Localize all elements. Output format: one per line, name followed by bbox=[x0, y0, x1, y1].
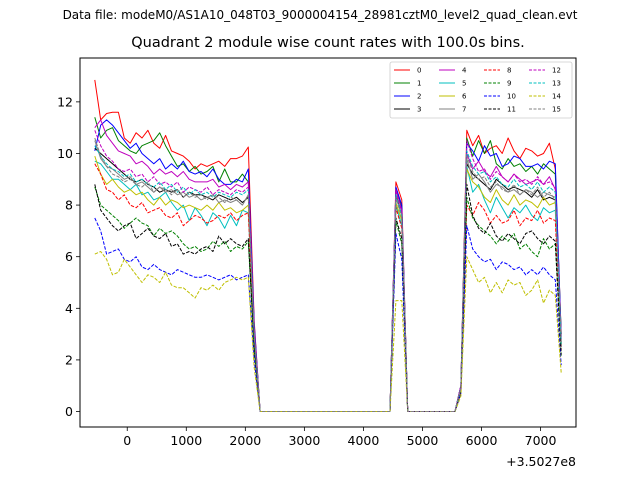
series-line-2 bbox=[94, 119, 562, 412]
chart-title: Quadrant 2 module wise count rates with … bbox=[131, 35, 525, 51]
axes-frame bbox=[79, 57, 577, 428]
plot-lines bbox=[94, 79, 562, 412]
series-line-6 bbox=[94, 155, 562, 412]
series-line-10 bbox=[94, 217, 562, 412]
series-line-12 bbox=[94, 130, 562, 412]
y-tick-label: 0 bbox=[65, 404, 73, 419]
legend-label-8: 8 bbox=[507, 67, 511, 75]
y-tick-label: 12 bbox=[57, 94, 73, 109]
y-tick-label: 2 bbox=[65, 352, 73, 367]
legend-label-0: 0 bbox=[417, 67, 421, 75]
x-tick-label: 5000 bbox=[407, 433, 439, 448]
legend-label-9: 9 bbox=[507, 80, 511, 88]
series-line-13 bbox=[94, 145, 562, 412]
series-line-9 bbox=[94, 186, 562, 412]
legend-label-5: 5 bbox=[462, 80, 466, 88]
legend-box bbox=[389, 61, 573, 119]
legend-label-12: 12 bbox=[552, 67, 561, 75]
series-line-15 bbox=[94, 137, 562, 412]
x-tick-label: 6000 bbox=[466, 433, 498, 448]
x-tick-label: 1000 bbox=[170, 433, 202, 448]
x-tick-label: 3000 bbox=[288, 433, 320, 448]
legend-label-13: 13 bbox=[552, 80, 561, 88]
legend-label-4: 4 bbox=[462, 67, 467, 75]
series-line-14 bbox=[94, 251, 562, 412]
legend-label-10: 10 bbox=[507, 93, 516, 101]
series-line-0 bbox=[94, 79, 562, 412]
series-line-5 bbox=[94, 160, 562, 412]
x-tick-label: 2000 bbox=[229, 433, 261, 448]
x-tick-label: 4000 bbox=[348, 433, 380, 448]
x-tick-label: 7000 bbox=[525, 433, 557, 448]
series-line-11 bbox=[94, 183, 562, 412]
series-line-1 bbox=[94, 117, 562, 412]
legend-label-6: 6 bbox=[462, 93, 467, 101]
legend-label-14: 14 bbox=[552, 93, 561, 101]
legend-label-3: 3 bbox=[417, 106, 421, 114]
legend-label-11: 11 bbox=[507, 106, 516, 114]
y-tick-label: 4 bbox=[65, 301, 73, 316]
x-tick-label: 0 bbox=[123, 433, 131, 448]
x-axis: 0 1000 2000 3000 4000 5000 6000 7000 bbox=[123, 427, 557, 448]
x-offset-label: +3.5027e8 bbox=[506, 454, 576, 469]
y-tick-label: 8 bbox=[65, 198, 73, 213]
legend-label-15: 15 bbox=[552, 106, 561, 114]
y-tick-label: 10 bbox=[57, 146, 73, 161]
legend-label-1: 1 bbox=[417, 80, 421, 88]
y-axis: 0 2 4 6 8 10 12 bbox=[57, 94, 80, 419]
legend-label-7: 7 bbox=[462, 106, 466, 114]
series-line-4 bbox=[94, 119, 562, 412]
y-tick-label: 6 bbox=[65, 249, 73, 264]
figure-suptitle: Data file: modeM0/AS1A10_048T03_90000041… bbox=[62, 8, 578, 22]
legend-label-2: 2 bbox=[417, 93, 421, 101]
